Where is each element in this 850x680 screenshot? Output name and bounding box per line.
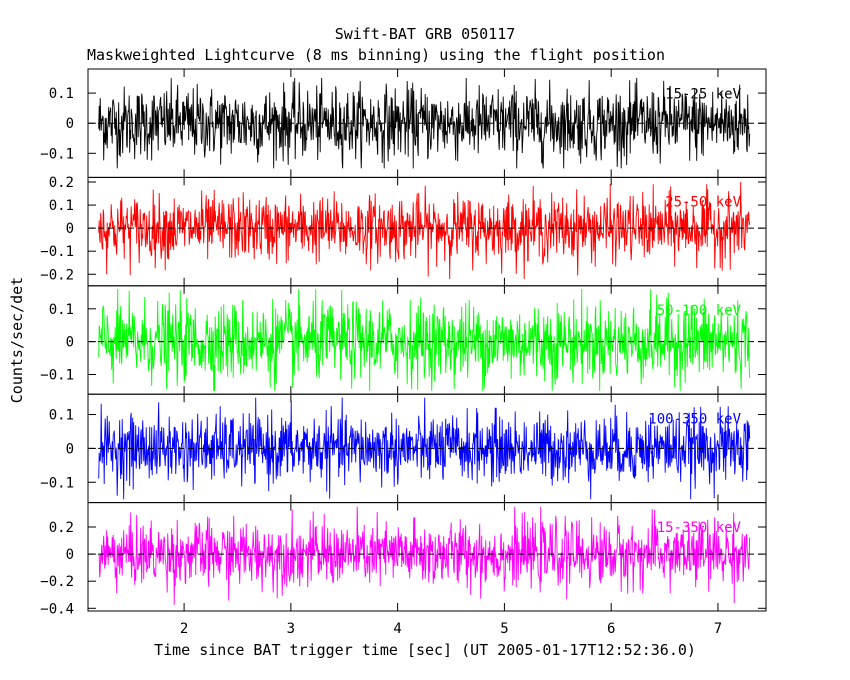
band-label: 25-50 keV [665,195,741,211]
x-tick-label: 5 [500,621,508,637]
y-tick-label: −0.1 [40,146,74,162]
y-tick-label: 0.1 [49,198,74,214]
y-tick-label: 0.1 [49,86,74,102]
chart-subtitle: Maskweighted Lightcurve (8 ms binning) u… [87,46,665,64]
y-tick-label: 0 [66,335,74,351]
y-tick-label: −0.4 [40,601,74,617]
y-tick-label: −0.1 [40,244,74,260]
lightcurve-series-3 [98,289,751,391]
y-tick-label: 0 [66,221,74,237]
lightcurve-series-4 [98,397,751,500]
y-tick-label: 0.1 [49,408,74,424]
lightcurve-series-5 [98,506,751,605]
y-tick-label: 0 [66,116,74,132]
panels-group: −0.1 0 0.1 15-25 keV −0.2 −0.1 0 0.1 0.2 25-50 ke… [40,68,767,637]
y-tick-label: −0.2 [40,267,74,283]
y-tick-label: 0 [66,441,74,457]
lightcurve-series-2 [98,181,751,279]
chart-title: Swift-BAT GRB 050117 [335,25,516,43]
band-label: 100-350 keV [648,411,741,427]
x-tick-label: 4 [393,621,401,637]
x-tick-label: 7 [714,621,722,637]
lightcurve-series-1 [98,77,751,169]
band-label: 15-350 keV [657,520,742,536]
x-tick-label: 3 [287,621,295,637]
x-tick-label: 2 [180,621,188,637]
band-label: 50-100 keV [657,303,742,319]
y-tick-label: 0.1 [49,302,74,318]
y-tick-label: 0.2 [49,175,74,191]
y-tick-label: −0.1 [40,367,74,383]
x-axis-label: Time since BAT trigger time [sec] (UT 20… [154,641,696,659]
y-tick-label: −0.2 [40,574,74,590]
y-axis-label: Counts/sec/det [8,277,26,403]
band-label: 15-25 keV [665,86,741,102]
y-tick-label: 0 [66,547,74,563]
y-tick-label: 0.2 [49,520,74,536]
panel-frame [87,502,767,612]
x-tick-label: 6 [607,621,615,637]
y-tick-label: −0.1 [40,475,74,491]
